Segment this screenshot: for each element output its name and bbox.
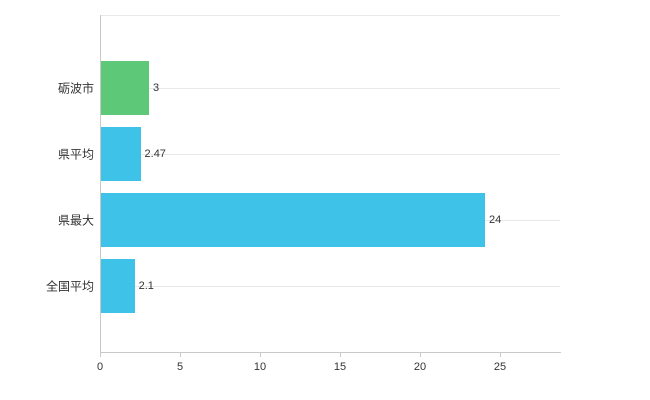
x-tick <box>500 352 501 357</box>
y-axis-line <box>100 15 101 352</box>
gridline <box>100 154 560 155</box>
bar <box>101 193 485 247</box>
bar-value-label: 3 <box>153 82 160 94</box>
x-axis-line <box>100 352 561 353</box>
x-tick <box>420 352 421 357</box>
x-tick-label: 10 <box>253 361 267 373</box>
plot-top-border <box>100 15 560 16</box>
x-tick-label: 5 <box>176 361 184 373</box>
bar <box>101 61 149 115</box>
category-label: 全国平均 <box>45 279 94 294</box>
gridline <box>100 88 560 89</box>
x-tick-label: 25 <box>493 361 507 373</box>
x-tick-label: 20 <box>413 361 427 373</box>
bar <box>101 259 135 313</box>
x-tick <box>260 352 261 357</box>
bar-value-label: 2.1 <box>138 280 154 292</box>
gridline <box>100 286 560 287</box>
bar-value-label: 24 <box>489 214 502 226</box>
bar-value-label: 2.47 <box>144 148 166 160</box>
x-tick-label: 15 <box>333 361 347 373</box>
x-tick <box>340 352 341 357</box>
category-label: 砺波市 <box>57 81 94 96</box>
category-label: 県平均 <box>57 147 94 162</box>
x-tick-label: 0 <box>96 361 104 373</box>
bar <box>101 127 141 181</box>
category-label: 県最大 <box>57 213 94 228</box>
x-tick <box>180 352 181 357</box>
x-tick <box>100 352 101 357</box>
